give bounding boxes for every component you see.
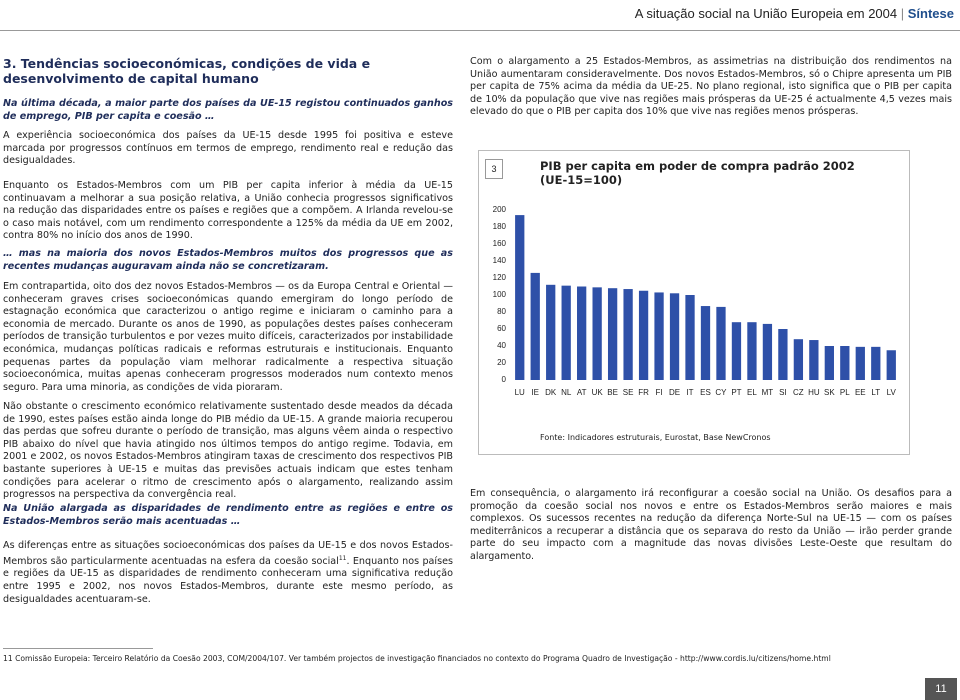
- bar: [700, 306, 711, 380]
- x-tick-label: PT: [731, 388, 741, 397]
- x-tick-label: MT: [762, 388, 774, 397]
- header: A situação social na União Europeia em 2…: [634, 6, 954, 21]
- paragraph: Não obstante o crescimento económico rel…: [3, 401, 453, 501]
- x-tick-label: LU: [515, 388, 525, 397]
- bar: [546, 284, 556, 380]
- footnote: 11 Comissão Europeia: Terceiro Relatório…: [3, 654, 831, 663]
- x-tick-label: SK: [824, 388, 835, 397]
- x-tick-label: DK: [545, 388, 557, 397]
- paragraph: A experiência socioeconómica dos países …: [3, 130, 453, 167]
- paragraph: Em contrapartida, oito dos dez novos Est…: [3, 281, 453, 393]
- bar: [530, 272, 540, 380]
- y-tick-label: 100: [493, 290, 507, 299]
- bar: [577, 286, 587, 380]
- y-tick-label: 20: [497, 358, 506, 367]
- bar: [840, 346, 850, 380]
- x-tick-label: EE: [855, 388, 866, 397]
- bar: [747, 322, 757, 380]
- bar: [886, 350, 896, 380]
- bar: [778, 329, 788, 380]
- y-tick-label: 60: [497, 324, 506, 333]
- paragraph: Em consequência, o alargamento irá recon…: [470, 488, 952, 562]
- bar: [793, 339, 804, 380]
- bar: [515, 215, 525, 380]
- chart: 0 20 40 60 80 100 120 140 160 180 200 LU IE DK NL AT UK B…: [493, 205, 897, 397]
- figure: 3 PIB per capita em poder de compra padr…: [478, 150, 910, 455]
- bar: [762, 323, 773, 380]
- footnote-rule: [3, 648, 153, 649]
- header-rule: [0, 30, 960, 31]
- text: . Enquanto nos países e regiões da UE-15…: [3, 555, 453, 605]
- x-tick-label: FR: [638, 388, 649, 397]
- x-tick-label: SI: [779, 388, 787, 397]
- y-tick-label: 120: [493, 273, 507, 282]
- x-tick-label: CY: [715, 388, 727, 397]
- chart-title: PIB per capita em poder de compra padrão…: [540, 159, 855, 187]
- bar: [607, 288, 618, 380]
- bar: [855, 346, 865, 380]
- x-tick-label: AT: [577, 388, 587, 397]
- x-tick-label: IT: [686, 388, 693, 397]
- footnote-ref: 11: [338, 554, 347, 562]
- paragraph: As diferenças entre as situações socioec…: [3, 540, 453, 606]
- x-tick-label: LV: [887, 388, 897, 397]
- subheading: … mas na maioria dos novos Estados-Membr…: [3, 248, 453, 272]
- x-tick-label: NL: [561, 388, 572, 397]
- y-tick-label: 0: [502, 375, 507, 384]
- figure-number: 3: [485, 159, 503, 179]
- text: As diferenças entre as situações socioec…: [3, 540, 453, 567]
- paragraph: Enquanto os Estados-Membros com um PIB p…: [3, 180, 453, 242]
- bar: [824, 346, 834, 380]
- bar: [731, 322, 742, 380]
- bar: [638, 290, 649, 380]
- y-tick-label: 160: [493, 239, 507, 248]
- x-tick-label: IE: [531, 388, 539, 397]
- subheading: Na última década, a maior parte dos país…: [3, 98, 453, 122]
- bar: [592, 287, 602, 380]
- x-tick-label: HU: [808, 388, 820, 397]
- x-tick-label: SE: [623, 388, 634, 397]
- bar: [654, 292, 664, 380]
- bar: [809, 340, 819, 380]
- x-tick-label: FI: [656, 388, 663, 397]
- subheading: Na União alargada as disparidades de ren…: [3, 503, 453, 527]
- header-section: Síntese: [907, 6, 954, 21]
- x-tick-label: LT: [871, 388, 880, 397]
- page-number: 11: [925, 678, 957, 700]
- bar: [716, 306, 726, 380]
- x-tick-label: UK: [592, 388, 604, 397]
- y-tick-label: 80: [497, 307, 506, 316]
- x-tick-label: PL: [840, 388, 850, 397]
- bar: [623, 289, 633, 380]
- paragraph: Com o alargamento a 25 Estados-Membros, …: [470, 56, 952, 118]
- bar: [669, 293, 680, 380]
- y-tick-label: 180: [493, 222, 507, 231]
- section-heading: 3. Tendências socioeconómicas, condições…: [3, 56, 371, 86]
- x-tick-label: ES: [700, 388, 711, 397]
- x-tick-label: BE: [607, 388, 618, 397]
- bar: [871, 346, 881, 380]
- x-tick-label: CZ: [793, 388, 804, 397]
- y-tick-label: 40: [497, 341, 506, 350]
- y-tick-label: 140: [493, 256, 507, 265]
- x-tick-label: EL: [747, 388, 757, 397]
- y-tick-label: 200: [493, 205, 507, 214]
- chart-source: Fonte: Indicadores estruturais, Eurostat…: [540, 433, 771, 442]
- bar: [561, 285, 571, 380]
- x-tick-label: DE: [669, 388, 680, 397]
- header-title: A situação social na União Europeia em 2…: [634, 6, 898, 21]
- bar: [685, 295, 695, 380]
